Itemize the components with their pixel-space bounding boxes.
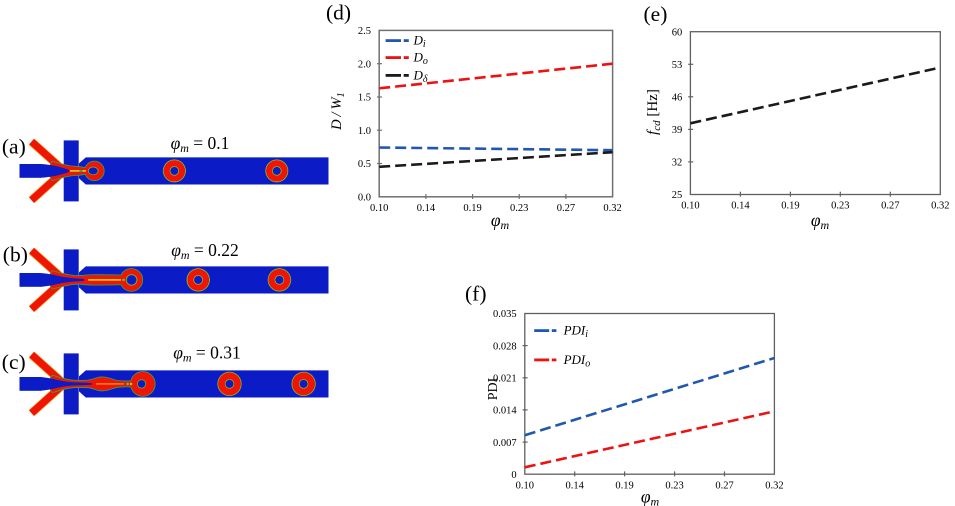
svg-text:(f): (f) [465,282,486,306]
svg-text:0.27: 0.27 [715,480,733,491]
svg-text:0.028: 0.028 [493,341,517,352]
svg-text:0.5: 0.5 [358,159,371,170]
svg-text:0.021: 0.021 [493,374,517,385]
svg-text:(e): (e) [644,2,668,26]
svg-text:39: 39 [672,125,683,136]
svg-text:0.10: 0.10 [681,201,699,212]
svg-text:0.27: 0.27 [881,201,899,212]
svg-text:0.23: 0.23 [665,480,683,491]
svg-text:PDIo: PDIo [563,352,591,370]
svg-text:46: 46 [672,93,683,104]
svg-text:(b): (b) [3,243,28,267]
svg-text:0.14: 0.14 [417,203,436,214]
svg-text:0.0: 0.0 [358,193,371,204]
svg-text:1.0: 1.0 [358,126,371,137]
svg-text:(a): (a) [2,135,26,159]
svg-text:D / W1: D / W1 [329,92,347,131]
svg-text:0.23: 0.23 [510,203,528,214]
svg-text:0.23: 0.23 [831,201,849,212]
svg-text:0.32: 0.32 [931,201,949,212]
svg-text:PDI: PDI [486,377,501,400]
svg-text:0.007: 0.007 [493,438,517,449]
svg-text:0.19: 0.19 [463,203,481,214]
svg-text:2.0: 2.0 [358,59,371,70]
svg-text:φm: φm [811,210,830,232]
svg-text:(d): (d) [326,1,351,25]
svg-text:0.32: 0.32 [765,480,783,491]
svg-text:25: 25 [672,190,683,201]
svg-text:φm: φm [641,487,660,506]
svg-text:60: 60 [672,27,683,38]
svg-text:0.10: 0.10 [516,480,534,491]
svg-text:0.27: 0.27 [557,203,575,214]
svg-text:53: 53 [672,60,683,71]
svg-text:0.32: 0.32 [603,203,621,214]
svg-text:φm = 0.31: φm = 0.31 [173,343,241,365]
svg-text:φm: φm [491,210,510,232]
svg-text:2.5: 2.5 [358,26,371,37]
svg-text:φm = 0.22: φm = 0.22 [171,240,239,262]
svg-text:fcd [Hz]: fcd [Hz] [645,89,663,135]
svg-text:0.19: 0.19 [615,480,633,491]
svg-text:32: 32 [672,158,683,169]
svg-text:0.035: 0.035 [493,309,517,320]
svg-text:Di: Di [413,33,426,51]
svg-text:PDIi: PDIi [563,323,589,341]
svg-text:0.14: 0.14 [566,480,585,491]
svg-text:1.5: 1.5 [358,93,371,104]
svg-text:φm = 0.1: φm = 0.1 [171,133,230,155]
svg-text:0.14: 0.14 [731,201,750,212]
svg-text:0.014: 0.014 [493,406,517,417]
svg-text:0.19: 0.19 [781,201,799,212]
svg-text:0.10: 0.10 [370,203,388,214]
svg-text:0: 0 [511,470,516,481]
svg-text:(c): (c) [2,350,26,374]
